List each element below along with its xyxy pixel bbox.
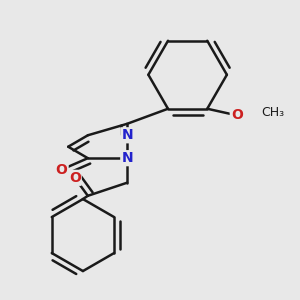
Text: O: O [69, 171, 81, 185]
Text: O: O [231, 108, 243, 122]
Text: O: O [56, 163, 68, 177]
Text: N: N [121, 151, 133, 165]
Text: N: N [121, 128, 133, 142]
Text: CH₃: CH₃ [261, 106, 284, 119]
